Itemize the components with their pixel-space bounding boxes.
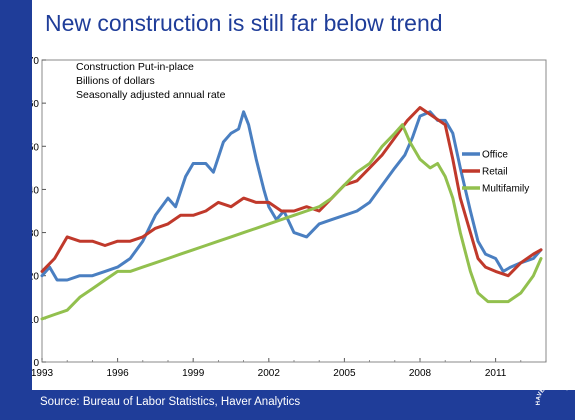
x-tick-label: 1993 [32,368,54,379]
x-tick-label: 1999 [182,368,205,379]
chart-annotation-line: Construction Put-in-place [76,61,194,73]
footer-bar [0,390,575,420]
chart-annotation-line: Seasonally adjusted annual rate [76,89,226,101]
y-tick-label: 60 [32,99,39,110]
x-tick-label: 2002 [258,368,281,379]
series-line-multifamily [40,123,543,321]
source-note: Source: Bureau of Labor Statistics, Have… [40,396,301,408]
haver-analytics-seal: HAVER ANALYTICS [535,375,571,405]
x-tick-label: 1996 [106,368,129,379]
y-tick-label: 20 [32,272,39,283]
legend-label-office: Office [482,150,508,161]
left-accent-bar [0,0,32,420]
slide-title: New construction is still far below tren… [45,10,443,36]
x-tick-label: 2008 [409,368,432,379]
x-tick-label: 2005 [333,368,356,379]
y-tick-label: 50 [32,142,39,153]
y-tick-label: 40 [32,185,39,196]
legend-label-retail: Retail [482,167,508,178]
x-tick-label: 2011 [485,368,507,379]
series-line-retail [40,106,543,278]
y-tick-label: 70 [32,56,39,67]
construction-line-chart: 0 10 20 30 40 50 60 70 1993 1996 1999 2002 2005 2008 2… [32,56,547,379]
y-tick-label: 10 [32,315,39,326]
y-tick-label: 0 [33,358,39,369]
y-tick-label: 30 [32,229,39,240]
chart-annotation-line: Billions of dollars [76,75,155,87]
legend-label-multifamily: Multifamily [482,184,529,195]
